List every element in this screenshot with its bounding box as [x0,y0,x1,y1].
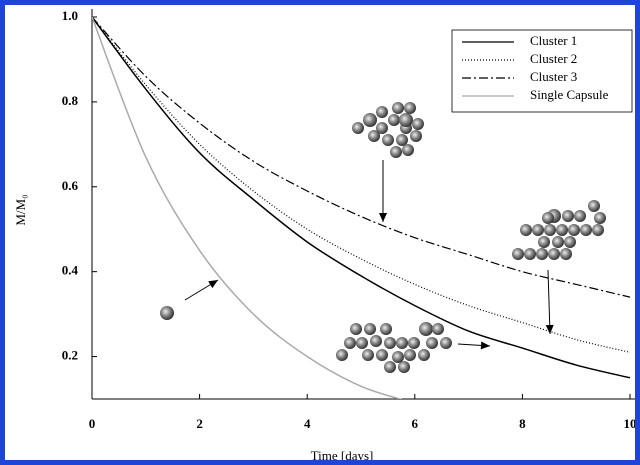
capsule [390,146,402,158]
series-line [92,16,631,353]
x-axis-label: Time [days] [311,448,374,463]
legend-label: Single Capsule [530,87,609,102]
arrow-head [545,324,554,334]
capsule [568,224,580,236]
series-line [92,16,631,298]
capsule [402,144,414,156]
capsule [356,337,368,349]
series-line [92,16,403,399]
legend-label: Cluster 2 [530,51,577,66]
capsule [160,306,174,320]
capsule [408,337,420,349]
x-tick-label: 2 [196,416,203,431]
y-tick-label: 1.0 [62,8,78,23]
capsule [524,248,536,260]
capsule [392,102,404,114]
capsule [399,113,413,127]
capsule [362,349,374,361]
capsule [404,102,416,114]
capsule [368,130,380,142]
legend-box [451,29,633,113]
capsule [532,224,544,236]
capsule [392,351,404,363]
arrow-head [208,280,218,289]
series-line [92,16,631,379]
capsule [588,200,600,212]
x-tick-label: 4 [304,416,311,431]
capsule [544,224,556,236]
capsule [388,114,400,126]
capsule [398,361,410,373]
capsule [580,224,592,236]
capsule [548,248,560,260]
y-axis-label: M/M₀ [13,194,28,225]
capsule [512,248,524,260]
capsule [384,361,396,373]
capsule [396,337,408,349]
capsule [344,337,356,349]
legend-label: Cluster 1 [530,33,577,48]
capsule [594,212,606,224]
x-tick-label: 6 [412,416,419,431]
capsule [412,118,424,130]
capsule [376,106,388,118]
capsule [350,323,362,335]
capsule [352,122,364,134]
capsule [380,323,392,335]
arrow-head [379,213,387,222]
capsule [376,122,388,134]
capsule [564,236,576,248]
capsule [560,248,572,260]
x-tick-label: 0 [89,416,96,431]
x-tick-label: 8 [519,416,526,431]
illustrations [160,102,606,373]
capsule [404,349,416,361]
y-tick-label: 0.8 [62,93,79,108]
capsule [592,224,604,236]
legend-label: Cluster 3 [530,69,577,84]
capsule [364,323,376,335]
capsule [552,236,564,248]
arrow [547,269,551,335]
capsule [376,349,388,361]
capsule [363,113,377,127]
capsule [336,349,348,361]
capsule [426,337,438,349]
y-tick-label: 0.6 [62,178,79,193]
capsule [370,335,382,347]
capsule [562,210,574,222]
capsule [396,134,408,146]
capsule [556,224,568,236]
capsule [384,337,396,349]
capsule [542,212,554,224]
capsule [410,130,422,142]
capsule [440,337,452,349]
capsule [520,224,532,236]
y-tick-label: 0.2 [62,348,78,363]
x-tick-label: 10 [624,416,637,431]
y-tick-label: 0.4 [62,263,79,278]
capsule [538,236,550,248]
capsule [574,210,586,222]
capsule [419,322,433,336]
capsule [432,323,444,335]
capsule [382,134,394,146]
capsule [418,349,430,361]
arrow-head [480,341,490,350]
capsule [536,248,548,260]
